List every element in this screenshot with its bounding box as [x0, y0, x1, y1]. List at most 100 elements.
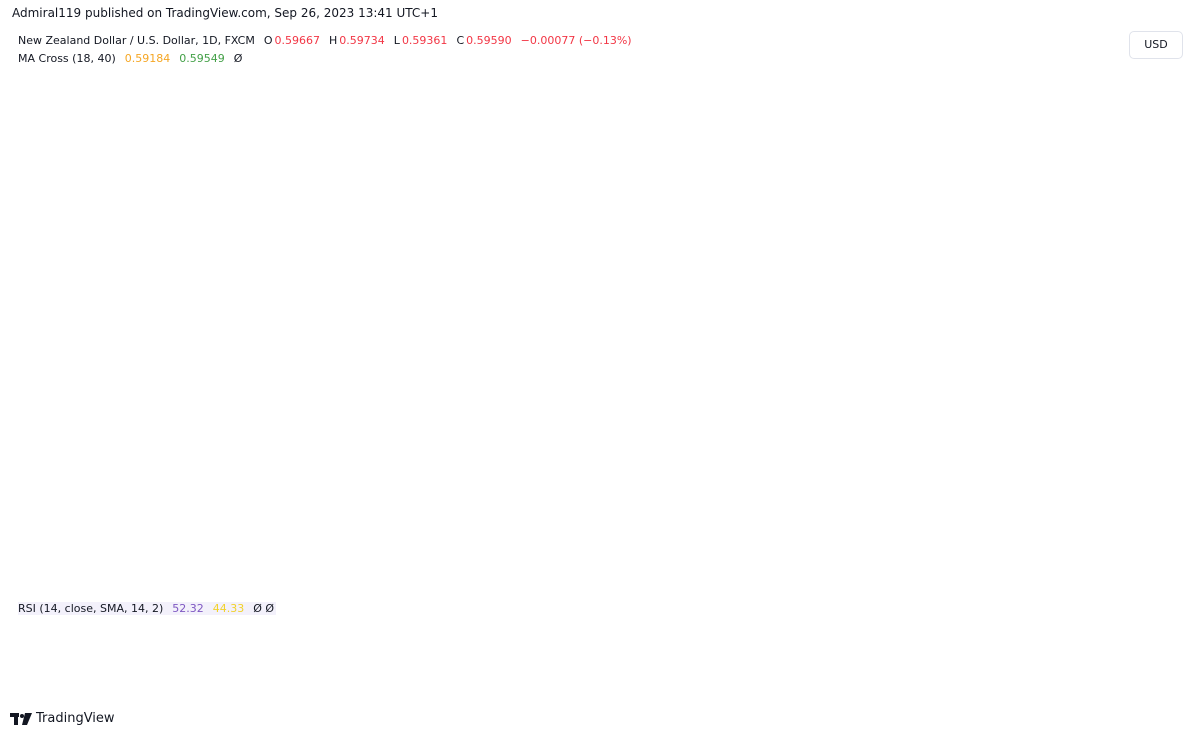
candle — [702, 290, 706, 317]
drawings[interactable]: Relative Equal Highs MB 100.00% (0.64117) 7… — [9, 73, 1120, 592]
candle-body — [696, 280, 700, 300]
candle — [787, 351, 791, 365]
candle-body — [17, 183, 22, 198]
candle — [783, 352, 788, 373]
candle — [768, 333, 772, 347]
candle — [674, 252, 678, 274]
open-label: O — [263, 34, 273, 47]
candle-body — [749, 345, 753, 362]
mb-zone[interactable] — [662, 211, 1060, 243]
candle — [435, 210, 439, 234]
candle — [177, 216, 182, 243]
candle — [573, 229, 577, 268]
candle — [765, 324, 769, 348]
candle — [780, 354, 785, 374]
candle — [102, 92, 106, 117]
rsi-name[interactable]: RSI (14, close, SMA, 14, 2) — [18, 602, 164, 615]
candle-body — [253, 210, 257, 221]
candle-body — [692, 280, 697, 283]
candle-body — [608, 193, 612, 199]
symbol-name[interactable]: New Zealand Dollar / U.S. Dollar, 1D, FX… — [18, 34, 255, 47]
candle-body — [736, 328, 741, 342]
candle — [605, 190, 609, 234]
candle — [652, 216, 656, 233]
candle — [281, 206, 285, 220]
candle — [743, 330, 747, 353]
tradingview-logo[interactable]: TradingView — [10, 711, 115, 726]
candle — [11, 170, 15, 193]
candle — [46, 145, 50, 165]
candle-body — [683, 272, 687, 283]
candle-body — [212, 251, 216, 259]
candle — [526, 224, 530, 239]
candle-body — [507, 277, 511, 290]
candle — [762, 322, 766, 338]
candle — [42, 138, 47, 150]
candle-body — [670, 227, 675, 265]
candle-body — [155, 193, 160, 197]
candle — [234, 221, 238, 240]
candle — [253, 199, 257, 226]
candle-body — [322, 219, 326, 229]
candle-body — [441, 196, 445, 206]
close-value: 0.59590 — [466, 34, 512, 47]
candle — [350, 229, 354, 246]
candle-body — [20, 183, 25, 186]
candle — [68, 99, 72, 115]
candle — [454, 231, 458, 265]
candle — [476, 292, 480, 313]
candle-body — [385, 218, 389, 220]
candle — [495, 272, 499, 305]
candle-body — [758, 334, 763, 362]
ma-name[interactable]: MA Cross (18, 40) — [18, 52, 116, 65]
price-label-text: 0.63800 — [1127, 136, 1177, 149]
projection-arrow[interactable] — [869, 234, 1104, 451]
candle — [655, 223, 659, 232]
candle — [55, 129, 59, 158]
candle — [209, 227, 213, 262]
overlay-drawings[interactable] — [39, 129, 1110, 453]
ma-cross-marker-icon — [579, 225, 590, 236]
candle — [218, 247, 222, 277]
candle — [815, 332, 819, 360]
candle — [551, 229, 555, 245]
candle-body — [523, 230, 527, 238]
candle-body — [319, 198, 323, 220]
candle-body — [561, 237, 565, 273]
candle-body — [473, 289, 477, 300]
candle-body — [394, 180, 398, 189]
candle — [564, 262, 568, 280]
candle-body — [435, 212, 439, 230]
candle — [626, 145, 631, 186]
candle — [149, 173, 153, 187]
candle — [592, 217, 596, 248]
candle-body — [347, 233, 351, 236]
candle — [397, 174, 401, 195]
candle-body — [112, 146, 116, 162]
trendline[interactable] — [9, 220, 1103, 450]
candle-body — [809, 339, 813, 341]
candle-body — [595, 223, 599, 228]
candle-body — [209, 229, 213, 252]
candle-body — [463, 289, 467, 296]
candle — [259, 203, 263, 232]
candle — [325, 214, 329, 232]
candle — [33, 163, 37, 192]
candle-body — [849, 328, 854, 333]
candle — [463, 285, 467, 302]
candle-body — [297, 185, 301, 193]
candle — [611, 154, 615, 196]
candle-body — [152, 182, 157, 197]
candle-body — [300, 185, 304, 187]
candle — [812, 329, 816, 345]
candle-body — [429, 205, 433, 217]
candle — [99, 97, 103, 112]
candle-body — [127, 164, 131, 178]
candle-body — [592, 223, 596, 244]
candle — [187, 225, 191, 237]
candle-body — [99, 100, 103, 108]
candle-body — [86, 102, 91, 107]
candle — [736, 319, 741, 344]
currency-button[interactable]: USD — [1129, 31, 1183, 59]
